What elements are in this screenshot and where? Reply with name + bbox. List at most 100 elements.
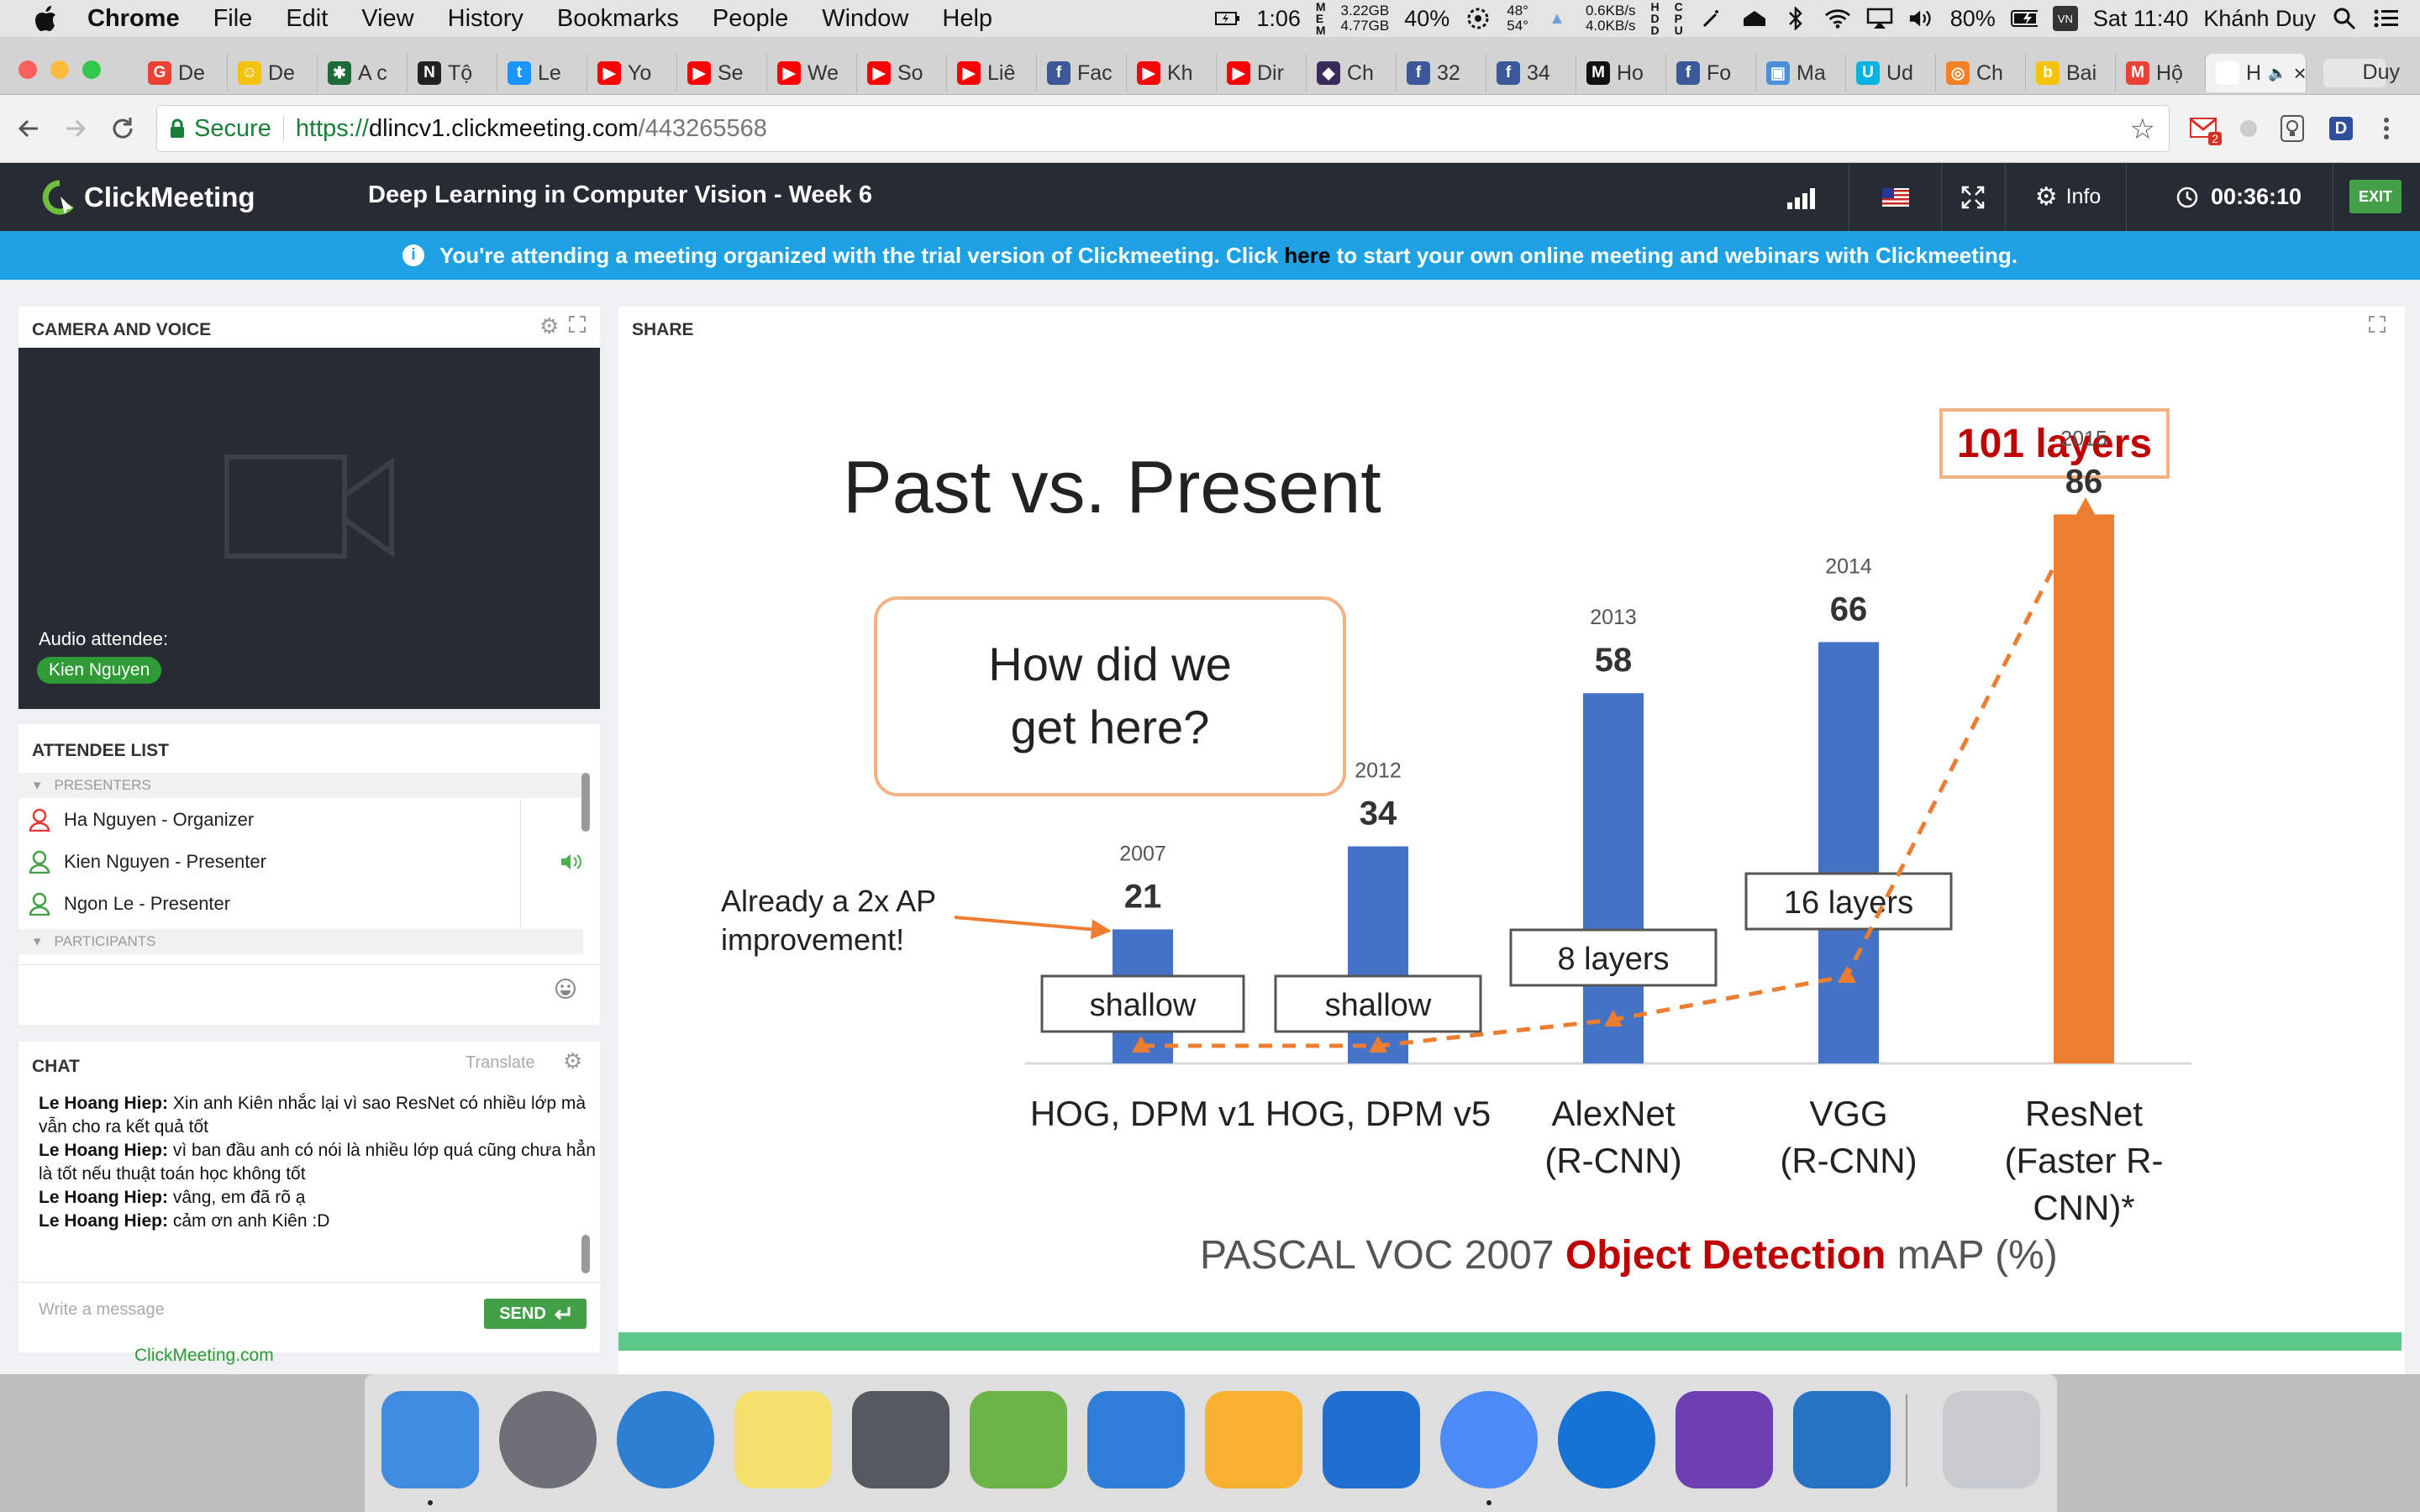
presenters-group-header[interactable]: ▾ PRESENTERS [18, 773, 583, 798]
temperature-readout[interactable]: 48° 54° [1507, 3, 1528, 34]
browser-tab[interactable]: b Bai [2026, 54, 2116, 92]
browser-tab[interactable]: ▣ Ma [1756, 54, 1846, 92]
menu-edit[interactable]: Edit [286, 4, 329, 32]
menu-help[interactable]: Help [942, 4, 993, 32]
camera-settings-icon[interactable]: ⚙ [539, 313, 560, 339]
profile-button[interactable]: Duy [2362, 60, 2400, 84]
volume-icon[interactable] [1908, 5, 1935, 32]
new-tab-button[interactable] [2323, 59, 2386, 87]
battery-plug-icon[interactable] [1214, 5, 1241, 32]
visual-studio-icon[interactable] [1676, 1391, 1773, 1488]
filezilla-icon[interactable] [1323, 1391, 1420, 1488]
language-flag-icon[interactable] [1872, 163, 1919, 231]
bluetooth-icon[interactable] [1782, 5, 1809, 32]
notice-here-link[interactable]: here [1284, 242, 1331, 268]
browser-tab[interactable]: ▶ Se [677, 54, 767, 92]
send-button[interactable]: SEND [484, 1299, 587, 1329]
browser-tab[interactable]: ▶ Dir [1217, 54, 1307, 92]
gmail-extension-icon[interactable]: 2 [2188, 112, 2222, 145]
browser-tab[interactable]: f 32 [1397, 54, 1486, 92]
menubar-user[interactable]: Khánh Duy [2203, 5, 2316, 31]
secure-indicator[interactable]: Secure [169, 115, 271, 143]
apple-menu-icon[interactable] [34, 4, 62, 33]
network-readout[interactable]: 0.6KB/s 4.0KB/s [1586, 3, 1636, 34]
wand-icon[interactable] [1698, 5, 1725, 32]
notification-center-icon[interactable] [2373, 5, 2400, 32]
address-bar[interactable]: Secure https://dlincv1.clickmeeting.com /… [156, 105, 2170, 152]
minimize-window-button[interactable] [50, 60, 69, 79]
tab-close-icon[interactable]: × [2293, 60, 2307, 86]
participants-group-header[interactable]: ▾ PARTICIPANTS [18, 929, 583, 954]
chat-scrollbar[interactable] [581, 1235, 590, 1273]
menu-view[interactable]: View [361, 4, 414, 32]
cloud-sync-icon[interactable] [1740, 5, 1767, 32]
browser-tab[interactable]: ▶ Kh [1127, 54, 1217, 92]
menu-people[interactable]: People [712, 4, 789, 32]
network-arrows-icon[interactable]: ▲ [1549, 8, 1565, 28]
battery-percent[interactable]: 80% [1949, 5, 1996, 31]
chat-message-input[interactable]: Write a message [39, 1300, 165, 1319]
chrome-menu-icon[interactable] [2370, 112, 2403, 145]
chat-settings-icon[interactable]: ⚙ [563, 1048, 583, 1074]
browser-tab[interactable]: M Hộ [2116, 54, 2206, 92]
attendee-scrollbar[interactable] [581, 773, 590, 832]
forward-button[interactable] [59, 113, 92, 144]
vscode-icon[interactable] [1793, 1391, 1891, 1488]
browser-tab[interactable]: f Fo [1666, 54, 1756, 92]
browser-tab[interactable]: ▶ Liê [947, 54, 1037, 92]
menu-bookmarks[interactable]: Bookmarks [556, 4, 679, 32]
browser-tab[interactable]: ☺ De [228, 54, 318, 92]
attendee-row[interactable]: Kien Nguyen - Presenter [29, 845, 266, 879]
back-button[interactable] [12, 113, 45, 144]
browser-tab[interactable]: U Ud [1846, 54, 1936, 92]
battery-time[interactable]: 1:06 [1256, 5, 1301, 31]
bookmark-star-icon[interactable]: ☆ [2129, 113, 2155, 145]
emoji-icon[interactable] [555, 978, 576, 1004]
info-button[interactable]: ⚙ Info [2013, 163, 2123, 231]
xcode-icon[interactable] [1087, 1391, 1185, 1488]
browser-tab[interactable]: N Tộ [408, 54, 497, 92]
sourcetree-icon[interactable] [1558, 1391, 1655, 1488]
browser-tab[interactable]: f 34 [1486, 54, 1576, 92]
input-source-icon[interactable]: VN [2052, 6, 2078, 31]
share-expand-icon[interactable] [2368, 315, 2386, 338]
camera-expand-icon[interactable] [568, 315, 587, 338]
browser-tab[interactable]: ▶ We [767, 54, 857, 92]
extension-dot-icon[interactable] [2232, 112, 2265, 145]
battery-icon[interactable] [2010, 5, 2038, 32]
airplay-icon[interactable] [1866, 5, 1893, 32]
android-studio-icon[interactable] [970, 1391, 1067, 1488]
browser-tab[interactable]: ◆ Ch [1307, 54, 1397, 92]
browser-tab[interactable]: f Fac [1037, 54, 1127, 92]
lightbulb-extension-icon[interactable] [2275, 112, 2309, 145]
attendee-row[interactable]: Ha Nguyen - Organizer [29, 803, 254, 837]
attendee-row[interactable]: Ngon Le - Presenter [29, 887, 230, 921]
itunes-icon[interactable] [617, 1391, 714, 1488]
browser-tab[interactable]: M Ho [1576, 54, 1666, 92]
tab-audio-icon[interactable]: 🔈 [2268, 64, 2287, 81]
trash-icon[interactable] [1943, 1391, 2040, 1488]
cpu-readout[interactable]: 40% [1404, 5, 1450, 31]
translate-button[interactable]: Translate [466, 1053, 535, 1072]
wifi-icon[interactable] [1824, 5, 1851, 32]
dashlane-extension-icon[interactable]: D [2324, 112, 2358, 145]
menu-history[interactable]: History [447, 4, 523, 32]
reload-button[interactable] [106, 113, 139, 144]
sketch-icon[interactable] [1205, 1391, 1302, 1488]
browser-tab[interactable]: ◎ Ch [1936, 54, 2026, 92]
exit-button[interactable]: EXIT [2349, 180, 2402, 213]
system-preferences-icon[interactable] [852, 1391, 950, 1488]
menu-file[interactable]: File [213, 4, 253, 32]
powered-by-link[interactable]: ClickMeeting.com [134, 1346, 274, 1365]
close-window-button[interactable] [18, 60, 37, 79]
browser-tab-active[interactable]: H 🔈 × [2206, 54, 2307, 92]
browser-tab[interactable]: ▶ Yo [587, 54, 677, 92]
zoom-window-button[interactable] [82, 60, 101, 79]
browser-tab[interactable]: ▶ So [857, 54, 947, 92]
chrome-icon[interactable] [1440, 1391, 1538, 1488]
notes-icon[interactable] [734, 1391, 832, 1488]
connection-quality-icon[interactable] [1780, 163, 1827, 231]
browser-tab[interactable]: t Le [497, 54, 587, 92]
